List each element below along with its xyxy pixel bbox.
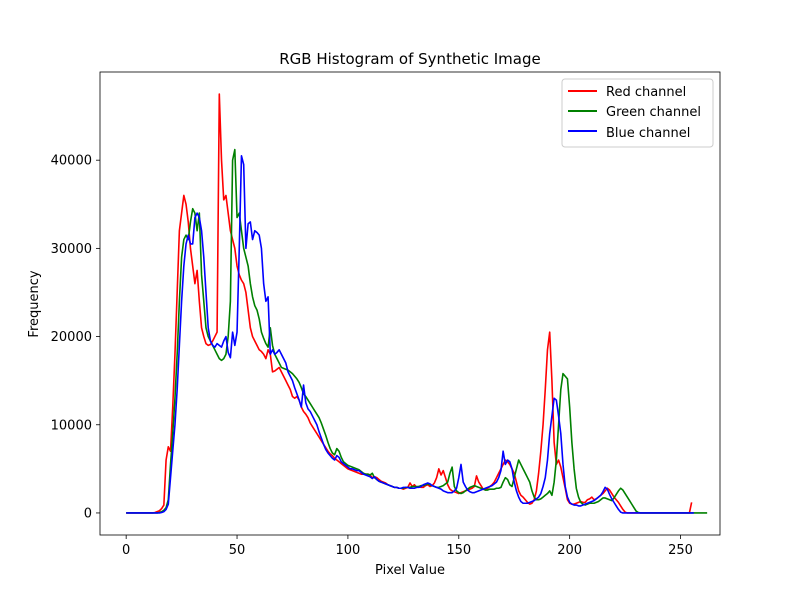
y-tick-label: 20000 <box>51 330 92 345</box>
legend-label-blue: Blue channel <box>606 126 690 141</box>
green-channel-line <box>126 148 708 514</box>
x-axis-label: Pixel Value <box>375 563 445 578</box>
x-axis-ticks: 0 50 100 150 200 250 <box>122 535 693 558</box>
series-layer <box>126 93 708 514</box>
x-tick-label: 100 <box>335 543 360 558</box>
blue-channel-line <box>126 154 694 514</box>
x-tick-label: 50 <box>229 543 246 558</box>
y-tick-label: 30000 <box>51 242 92 257</box>
x-tick-label: 250 <box>668 543 693 558</box>
x-tick-label: 0 <box>122 543 130 558</box>
y-axis-label: Frequency <box>27 270 42 337</box>
legend-label-green: Green channel <box>606 105 701 120</box>
x-tick-label: 200 <box>557 543 582 558</box>
y-tick-label: 40000 <box>51 154 92 169</box>
chart-title: RGB Histogram of Synthetic Image <box>279 50 540 68</box>
legend-label-red: Red channel <box>606 85 686 100</box>
legend-box <box>561 78 714 148</box>
y-tick-label: 10000 <box>51 418 92 433</box>
y-tick-label: 0 <box>84 506 92 521</box>
legend: Red channel Green channel Blue channel <box>561 78 714 148</box>
x-tick-label: 150 <box>446 543 471 558</box>
plot-frame <box>99 71 721 536</box>
y-axis-ticks: 0 10000 20000 30000 40000 <box>51 154 100 521</box>
